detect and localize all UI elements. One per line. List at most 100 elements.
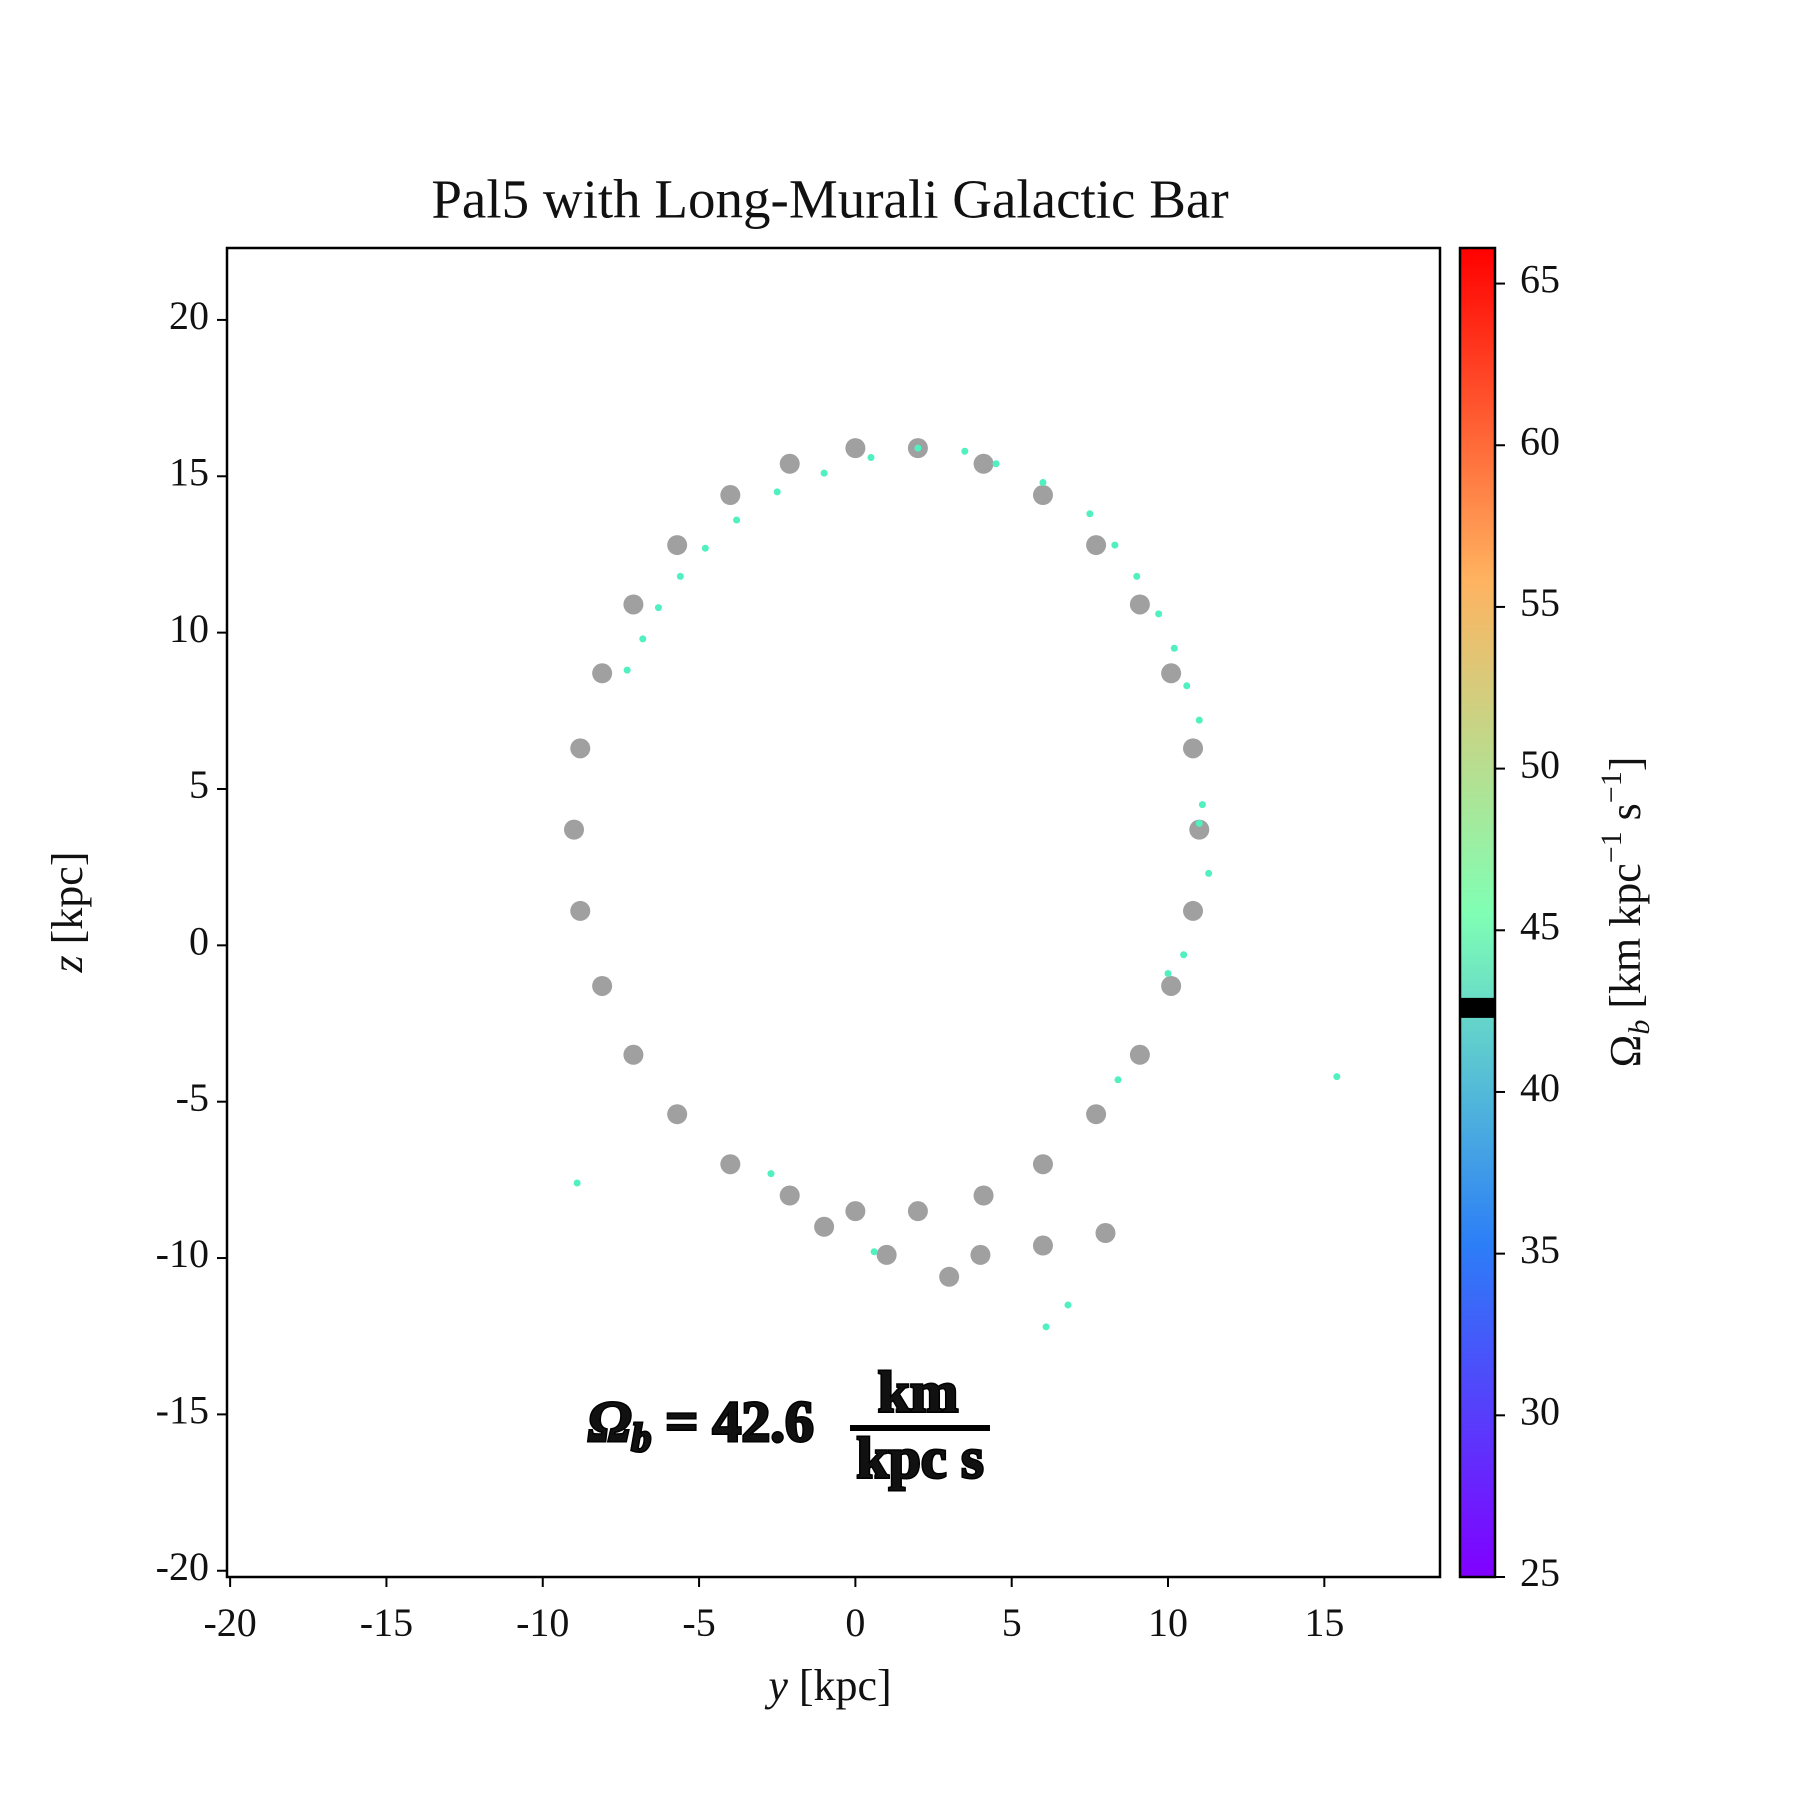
colorbar-label-part: ] xyxy=(1601,757,1650,772)
point xyxy=(973,1185,994,1206)
point xyxy=(939,1266,960,1287)
y-tick-label: -5 xyxy=(176,1075,209,1120)
y-tick-label: 15 xyxy=(169,449,209,494)
data-points xyxy=(564,438,1341,1331)
y-tick-label: -20 xyxy=(156,1544,209,1589)
point xyxy=(676,572,684,580)
colorbar-tick-label: 40 xyxy=(1520,1065,1560,1110)
x-tick-label: -20 xyxy=(203,1600,256,1645)
point xyxy=(1039,479,1047,487)
colorbar-tick-label: 50 xyxy=(1520,742,1560,787)
point xyxy=(592,663,613,684)
point xyxy=(820,469,828,477)
plot-frame xyxy=(225,246,1442,1579)
x-tick-label: -10 xyxy=(516,1600,569,1645)
annotation-denominator: kpc s xyxy=(856,1425,983,1490)
point xyxy=(867,454,875,462)
point xyxy=(1032,485,1053,506)
point xyxy=(1129,1044,1150,1065)
point xyxy=(564,819,585,840)
point xyxy=(1195,716,1203,724)
y-tick-label: -10 xyxy=(156,1231,209,1276)
point xyxy=(667,535,688,556)
x-tick-label: 10 xyxy=(1148,1600,1188,1645)
annotation-numerator: km xyxy=(878,1359,959,1424)
point xyxy=(1205,869,1213,877)
point xyxy=(701,544,709,552)
x-tick-label: -5 xyxy=(682,1600,715,1645)
colorbar-tick-label: 55 xyxy=(1520,580,1560,625)
point xyxy=(845,1201,866,1222)
point xyxy=(720,1154,741,1175)
point xyxy=(1111,541,1119,549)
point xyxy=(1198,801,1206,809)
point xyxy=(1161,975,1182,996)
colorbar-label-part: Ω xyxy=(1601,1035,1650,1068)
y-tick-label: 5 xyxy=(189,762,209,807)
x-tick-label: 0 xyxy=(845,1600,865,1645)
point xyxy=(1129,594,1150,615)
point xyxy=(1042,1323,1050,1331)
point xyxy=(876,1244,897,1265)
point xyxy=(623,594,644,615)
y-tick-label: -15 xyxy=(156,1388,209,1433)
point xyxy=(720,485,741,506)
point xyxy=(623,1044,644,1065)
point xyxy=(570,738,591,759)
colorbar-label-part: −1 xyxy=(1595,771,1628,803)
point xyxy=(667,1104,688,1125)
point xyxy=(970,1244,991,1265)
point xyxy=(1164,969,1172,977)
colorbar-label-part: b xyxy=(1623,1020,1656,1035)
point xyxy=(1155,610,1163,618)
point xyxy=(1180,951,1188,959)
colorbar-tick-label: 25 xyxy=(1520,1550,1560,1595)
y-tick-label: 0 xyxy=(189,919,209,964)
colorbar-frame xyxy=(1458,246,1497,1579)
point xyxy=(1086,510,1094,518)
colorbar-tick-label: 45 xyxy=(1520,903,1560,948)
colorbar xyxy=(1460,248,1495,1577)
point xyxy=(573,1179,581,1187)
y-tick-label: 20 xyxy=(169,293,209,338)
point xyxy=(992,460,1000,468)
point xyxy=(1333,1073,1341,1081)
annotation: Ωb = 42.6 km kpc s xyxy=(587,1358,990,1492)
annotation-lhs: Ωb = 42.6 xyxy=(588,1389,814,1460)
point xyxy=(623,666,631,674)
point xyxy=(733,516,741,524)
colorbar-tick-label: 35 xyxy=(1520,1227,1560,1272)
x-tick-label: 5 xyxy=(1002,1600,1022,1645)
colorbar-label-part: −1 xyxy=(1595,831,1628,863)
point xyxy=(654,604,662,612)
x-axis-label: y [kpc] xyxy=(764,1661,891,1710)
point xyxy=(779,1185,800,1206)
point xyxy=(1161,663,1182,684)
point xyxy=(1086,1104,1107,1125)
point xyxy=(767,1170,775,1178)
point xyxy=(1170,644,1178,652)
point xyxy=(1189,819,1210,840)
point xyxy=(1095,1223,1116,1244)
point xyxy=(814,1216,835,1237)
point xyxy=(592,975,613,996)
chart-title: Pal5 with Long-Murali Galactic Bar xyxy=(431,169,1228,230)
point xyxy=(570,900,591,921)
x-tick-label: 15 xyxy=(1304,1600,1344,1645)
point xyxy=(907,1201,928,1222)
colorbar-tick-label: 60 xyxy=(1520,418,1560,463)
colorbar-label-part: s xyxy=(1601,803,1650,831)
point xyxy=(1195,819,1203,827)
point xyxy=(973,453,994,474)
point xyxy=(1086,535,1107,556)
point xyxy=(773,488,781,496)
y-axis-label: z [kpc] xyxy=(43,852,92,974)
point xyxy=(845,438,866,459)
point xyxy=(1114,1076,1122,1084)
point xyxy=(1032,1235,1053,1256)
colorbar-tick-label: 30 xyxy=(1520,1388,1560,1433)
x-tick-label: -15 xyxy=(360,1600,413,1645)
point xyxy=(914,444,922,452)
point xyxy=(1183,738,1204,759)
